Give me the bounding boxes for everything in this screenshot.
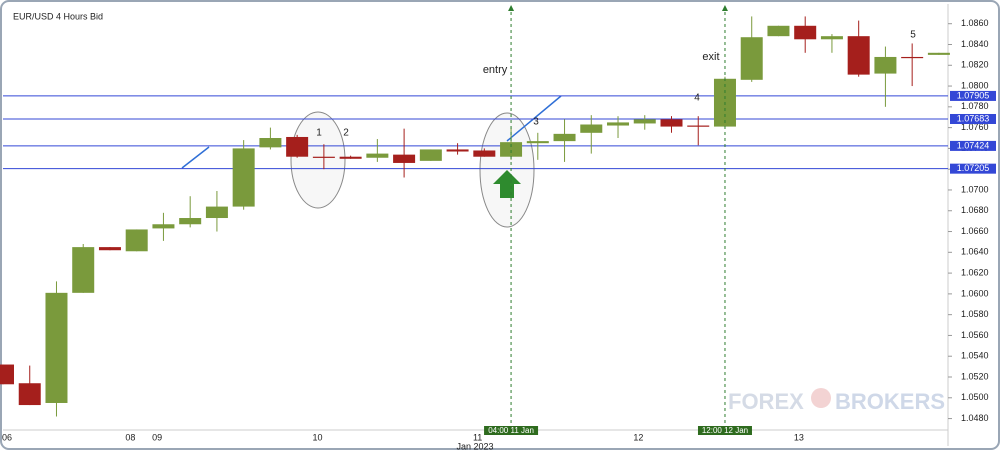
watermark-text: BROKERS: [835, 389, 945, 414]
y-tick-label: 1.0760: [961, 122, 989, 132]
trend-line: [181, 146, 210, 169]
y-tick-label: 1.0560: [961, 330, 989, 340]
y-tick-label: 1.0800: [961, 80, 989, 90]
up-arrow: [493, 170, 521, 198]
candle-body: [633, 119, 656, 124]
chart-title: EUR/USD 4 Hours Bid: [13, 11, 103, 21]
y-tick-label: 1.0640: [961, 247, 989, 257]
candle-body: [72, 247, 95, 293]
candle-body: [419, 149, 442, 161]
annotation: 3: [533, 117, 539, 128]
candle-body: [286, 136, 309, 157]
y-tick-label: 1.0660: [961, 226, 989, 236]
candle-body: [874, 56, 897, 74]
y-tick-label: 1.0480: [961, 413, 989, 423]
marker-text: entry: [483, 64, 508, 76]
y-tick-label: 1.0840: [961, 39, 989, 49]
candle-body: [125, 229, 148, 252]
y-tick-label: 1.0780: [961, 101, 989, 111]
marker-label: 12:00 12 Jan: [702, 426, 748, 435]
candle-body: [847, 36, 870, 75]
level-label: 1.07205: [957, 163, 990, 173]
candle-body: [740, 37, 763, 80]
candle-body: [526, 141, 549, 144]
y-tick-label: 1.0500: [961, 392, 989, 402]
y-tick-label: 1.0520: [961, 371, 989, 381]
candle-body: [580, 124, 603, 133]
candle-body: [152, 224, 175, 229]
marker-arrow: [721, 5, 728, 11]
candle-body: [259, 138, 282, 148]
candle-body: [393, 154, 416, 163]
candle-body: [927, 52, 950, 55]
watermark-text: FOREX: [728, 389, 804, 414]
watermark: FOREX BROKERS: [728, 388, 945, 414]
candle-body: [553, 133, 576, 142]
y-tick-label: 1.0680: [961, 205, 989, 215]
marker-label: 04:00 11 Jan: [488, 426, 534, 435]
y-tick-label: 1.0820: [961, 60, 989, 70]
marker-tag: [484, 426, 539, 435]
x-tick-label: 11: [473, 432, 482, 442]
highlight-ellipse: [290, 111, 346, 209]
x-tick-label: 12: [633, 432, 643, 442]
marker-text: exit: [702, 51, 719, 63]
level-label: 1.07424: [957, 140, 990, 150]
x-sublabel: Jan 2023: [456, 441, 493, 450]
candle-body: [901, 56, 924, 59]
candle-body: [660, 119, 683, 127]
candle-body: [312, 156, 335, 158]
y-tick-label: 1.0700: [961, 184, 989, 194]
x-tick-label: 08: [125, 432, 135, 442]
level-tag: [950, 90, 996, 101]
candle-body: [179, 218, 202, 225]
annotation: 2: [343, 128, 349, 139]
candle-body: [232, 148, 255, 207]
candle-body: [18, 383, 41, 406]
candle-body: [98, 247, 121, 251]
y-tick-label: 1.0600: [961, 288, 989, 298]
y-tick-label: 1.0540: [961, 351, 989, 361]
annotation: 4: [694, 93, 700, 104]
level-label: 1.07683: [957, 113, 990, 123]
candle-body: [473, 150, 496, 157]
x-tick-label: 06: [2, 432, 12, 442]
candle-body: [607, 122, 630, 126]
candle-body: [446, 149, 469, 152]
y-tick-label: 1.0860: [961, 18, 989, 28]
level-tag: [950, 113, 996, 124]
candle-body: [205, 206, 228, 219]
candle-body: [820, 36, 843, 40]
candle-body: [794, 25, 817, 40]
level-tag: [950, 140, 996, 151]
candle-body: [500, 142, 523, 157]
annotation: 1: [316, 128, 322, 139]
level-tag: [950, 163, 996, 174]
marker-tag: [697, 426, 752, 435]
watermark-logo: [811, 388, 831, 408]
candle-body: [366, 153, 389, 158]
level-label: 1.07905: [957, 90, 990, 100]
x-tick-label: 13: [794, 432, 804, 442]
candle-body: [0, 364, 14, 385]
x-tick-label: 09: [152, 432, 162, 442]
y-tick-label: 1.0580: [961, 309, 989, 319]
candle-body: [687, 125, 710, 127]
annotation: 5: [910, 30, 916, 41]
candle-body: [767, 25, 790, 37]
y-tick-label: 1.0620: [961, 267, 989, 277]
marker-arrow: [508, 5, 515, 11]
candle-body: [339, 156, 362, 159]
x-tick-label: 10: [313, 432, 323, 442]
candle-body: [45, 292, 68, 403]
